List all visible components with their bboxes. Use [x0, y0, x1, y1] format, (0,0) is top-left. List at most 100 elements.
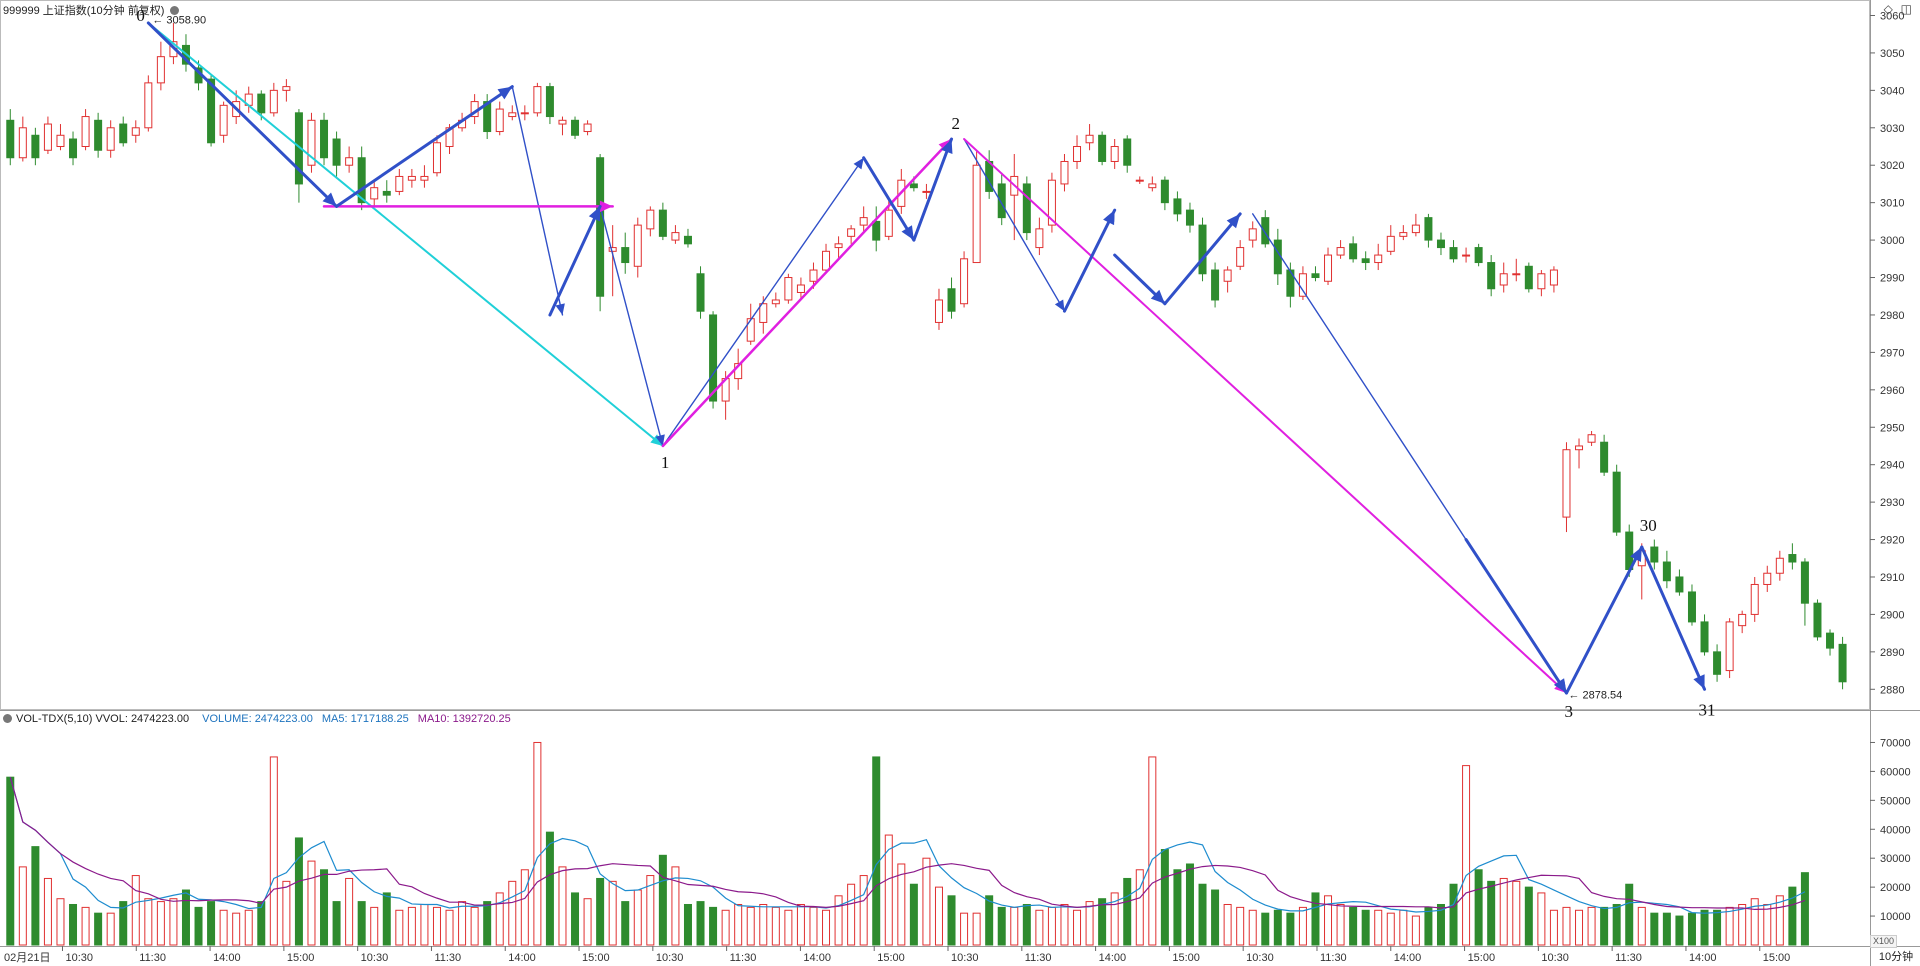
restore-icon[interactable]: ◫ — [1900, 2, 1912, 16]
volume-bar-up — [809, 906, 818, 946]
candle-up — [1148, 183, 1157, 189]
wave-line-blue-thick — [1564, 545, 1644, 695]
wave-line-magenta — [963, 138, 1568, 695]
volume-bar-up — [1073, 909, 1082, 946]
chevron-down-icon[interactable] — [3, 714, 12, 723]
volume-bar-up — [633, 889, 642, 946]
diamond-icon[interactable]: ◇ — [1883, 2, 1893, 16]
price-tick-label: 2970 — [1880, 347, 1904, 359]
volume-bar-up — [1750, 898, 1759, 946]
candle-down — [596, 157, 605, 297]
time-axis-label: 11:30 — [1320, 952, 1347, 964]
volume-bar-down — [909, 883, 918, 946]
chart-title: 999999 上证指数(10分钟 前复权) — [3, 5, 165, 17]
price-tick-label: 3000 — [1880, 235, 1904, 247]
candle-down — [94, 119, 103, 151]
volume-tick-label: 30000 — [1880, 853, 1911, 865]
volume-bar-down — [1198, 883, 1207, 946]
candle-down — [909, 183, 918, 189]
volume-bar-down — [1185, 863, 1194, 946]
volume-bar-down — [194, 906, 203, 946]
candle-down — [545, 86, 554, 118]
candle-up — [495, 108, 504, 133]
volume-bar-up — [834, 895, 843, 946]
candle-down — [6, 119, 15, 159]
candle-up — [1336, 247, 1345, 256]
candle-down — [119, 123, 128, 144]
candle-up — [608, 247, 617, 252]
candle-up — [1298, 273, 1307, 297]
low-price-marker: ← 2878.54 — [1568, 690, 1622, 702]
ma10-value: MA10: 1392720.25 — [417, 713, 511, 725]
candle-down — [69, 138, 78, 159]
candle-down — [357, 157, 366, 204]
volume-bar-up — [1386, 912, 1395, 946]
candle-up — [1047, 179, 1056, 226]
wave-label-0: 0 — [136, 6, 145, 25]
volume-bar-down — [294, 837, 303, 946]
wave-line-blue-thick-arrowhead — [322, 192, 337, 207]
time-axis-label: 14:00 — [803, 952, 831, 964]
volume-bar-up — [520, 869, 529, 946]
volume-bar-down — [545, 831, 554, 946]
candle-up — [1374, 254, 1383, 264]
candle-up — [1236, 247, 1245, 267]
candle-up — [407, 175, 416, 181]
volume-tick-label: 50000 — [1880, 795, 1911, 807]
volume-bar-up — [1223, 903, 1232, 946]
candle-up — [81, 116, 90, 148]
candle-down — [658, 209, 667, 237]
wave-line-magenta — [661, 137, 953, 448]
volume-bar-up — [1035, 909, 1044, 946]
price-tick-label: 2950 — [1880, 422, 1904, 434]
wave-line-blue-thin — [599, 205, 664, 447]
candle-up — [533, 86, 542, 114]
volume-bar-down — [1800, 872, 1809, 946]
volume-bar-down — [320, 869, 329, 946]
volume-bar-up — [1374, 909, 1383, 946]
volume-bar-down — [119, 901, 128, 946]
volume-bar-up — [106, 912, 115, 946]
price-panel-frame — [0, 0, 1870, 710]
volume-bar-down — [1474, 869, 1483, 946]
vvol-value: VVOL: 2474223.00 — [95, 713, 190, 725]
price-tick-label: 2980 — [1880, 310, 1904, 322]
volume-bar-up — [1010, 906, 1019, 946]
wave-line-magenta-arrowhead — [599, 200, 613, 213]
volume-bar-up — [1085, 901, 1094, 946]
candle-up — [395, 175, 404, 192]
candle-down — [1311, 273, 1320, 279]
candle-up — [1399, 232, 1408, 237]
wave-line-blue-thin-arrowhead — [853, 157, 864, 170]
wave-line-blue-thick — [335, 85, 514, 208]
candle-up — [1775, 557, 1784, 574]
volume-bar-down — [1449, 883, 1458, 946]
volume-bar-up — [1549, 909, 1558, 946]
volume-bar-up — [345, 877, 354, 946]
volume-bar-up — [1236, 906, 1245, 946]
volume-tick-label: 60000 — [1880, 766, 1911, 778]
time-axis-label: 14:00 — [1394, 952, 1422, 964]
period-selector[interactable]: 10分钟 — [1870, 949, 1920, 966]
price-tick-label: 2930 — [1880, 497, 1904, 509]
candle-down — [1449, 247, 1458, 260]
candle-up — [1073, 146, 1082, 162]
candle-up — [1537, 273, 1546, 290]
candle-down — [571, 119, 580, 136]
chevron-down-icon[interactable] — [170, 6, 180, 15]
time-axis-label: 11:30 — [434, 952, 461, 964]
candle-up — [796, 284, 805, 293]
volume-bar-up — [1324, 895, 1333, 946]
volume-bar-up — [420, 903, 429, 946]
volume-bar-down — [1436, 903, 1445, 946]
volume-bar-down — [1524, 886, 1533, 946]
wave-line-blue-thick — [1062, 208, 1117, 313]
volume-bar-down — [1123, 877, 1132, 946]
time-axis-label: 15:00 — [287, 952, 315, 964]
wave-line-blue-thick-arrowhead — [1630, 547, 1642, 563]
wave-line-blue-thin — [662, 157, 865, 447]
ma5-value: MA5: 1717188.25 — [321, 713, 409, 725]
candle-up — [131, 127, 140, 136]
wave-label-30: 30 — [1640, 516, 1657, 535]
